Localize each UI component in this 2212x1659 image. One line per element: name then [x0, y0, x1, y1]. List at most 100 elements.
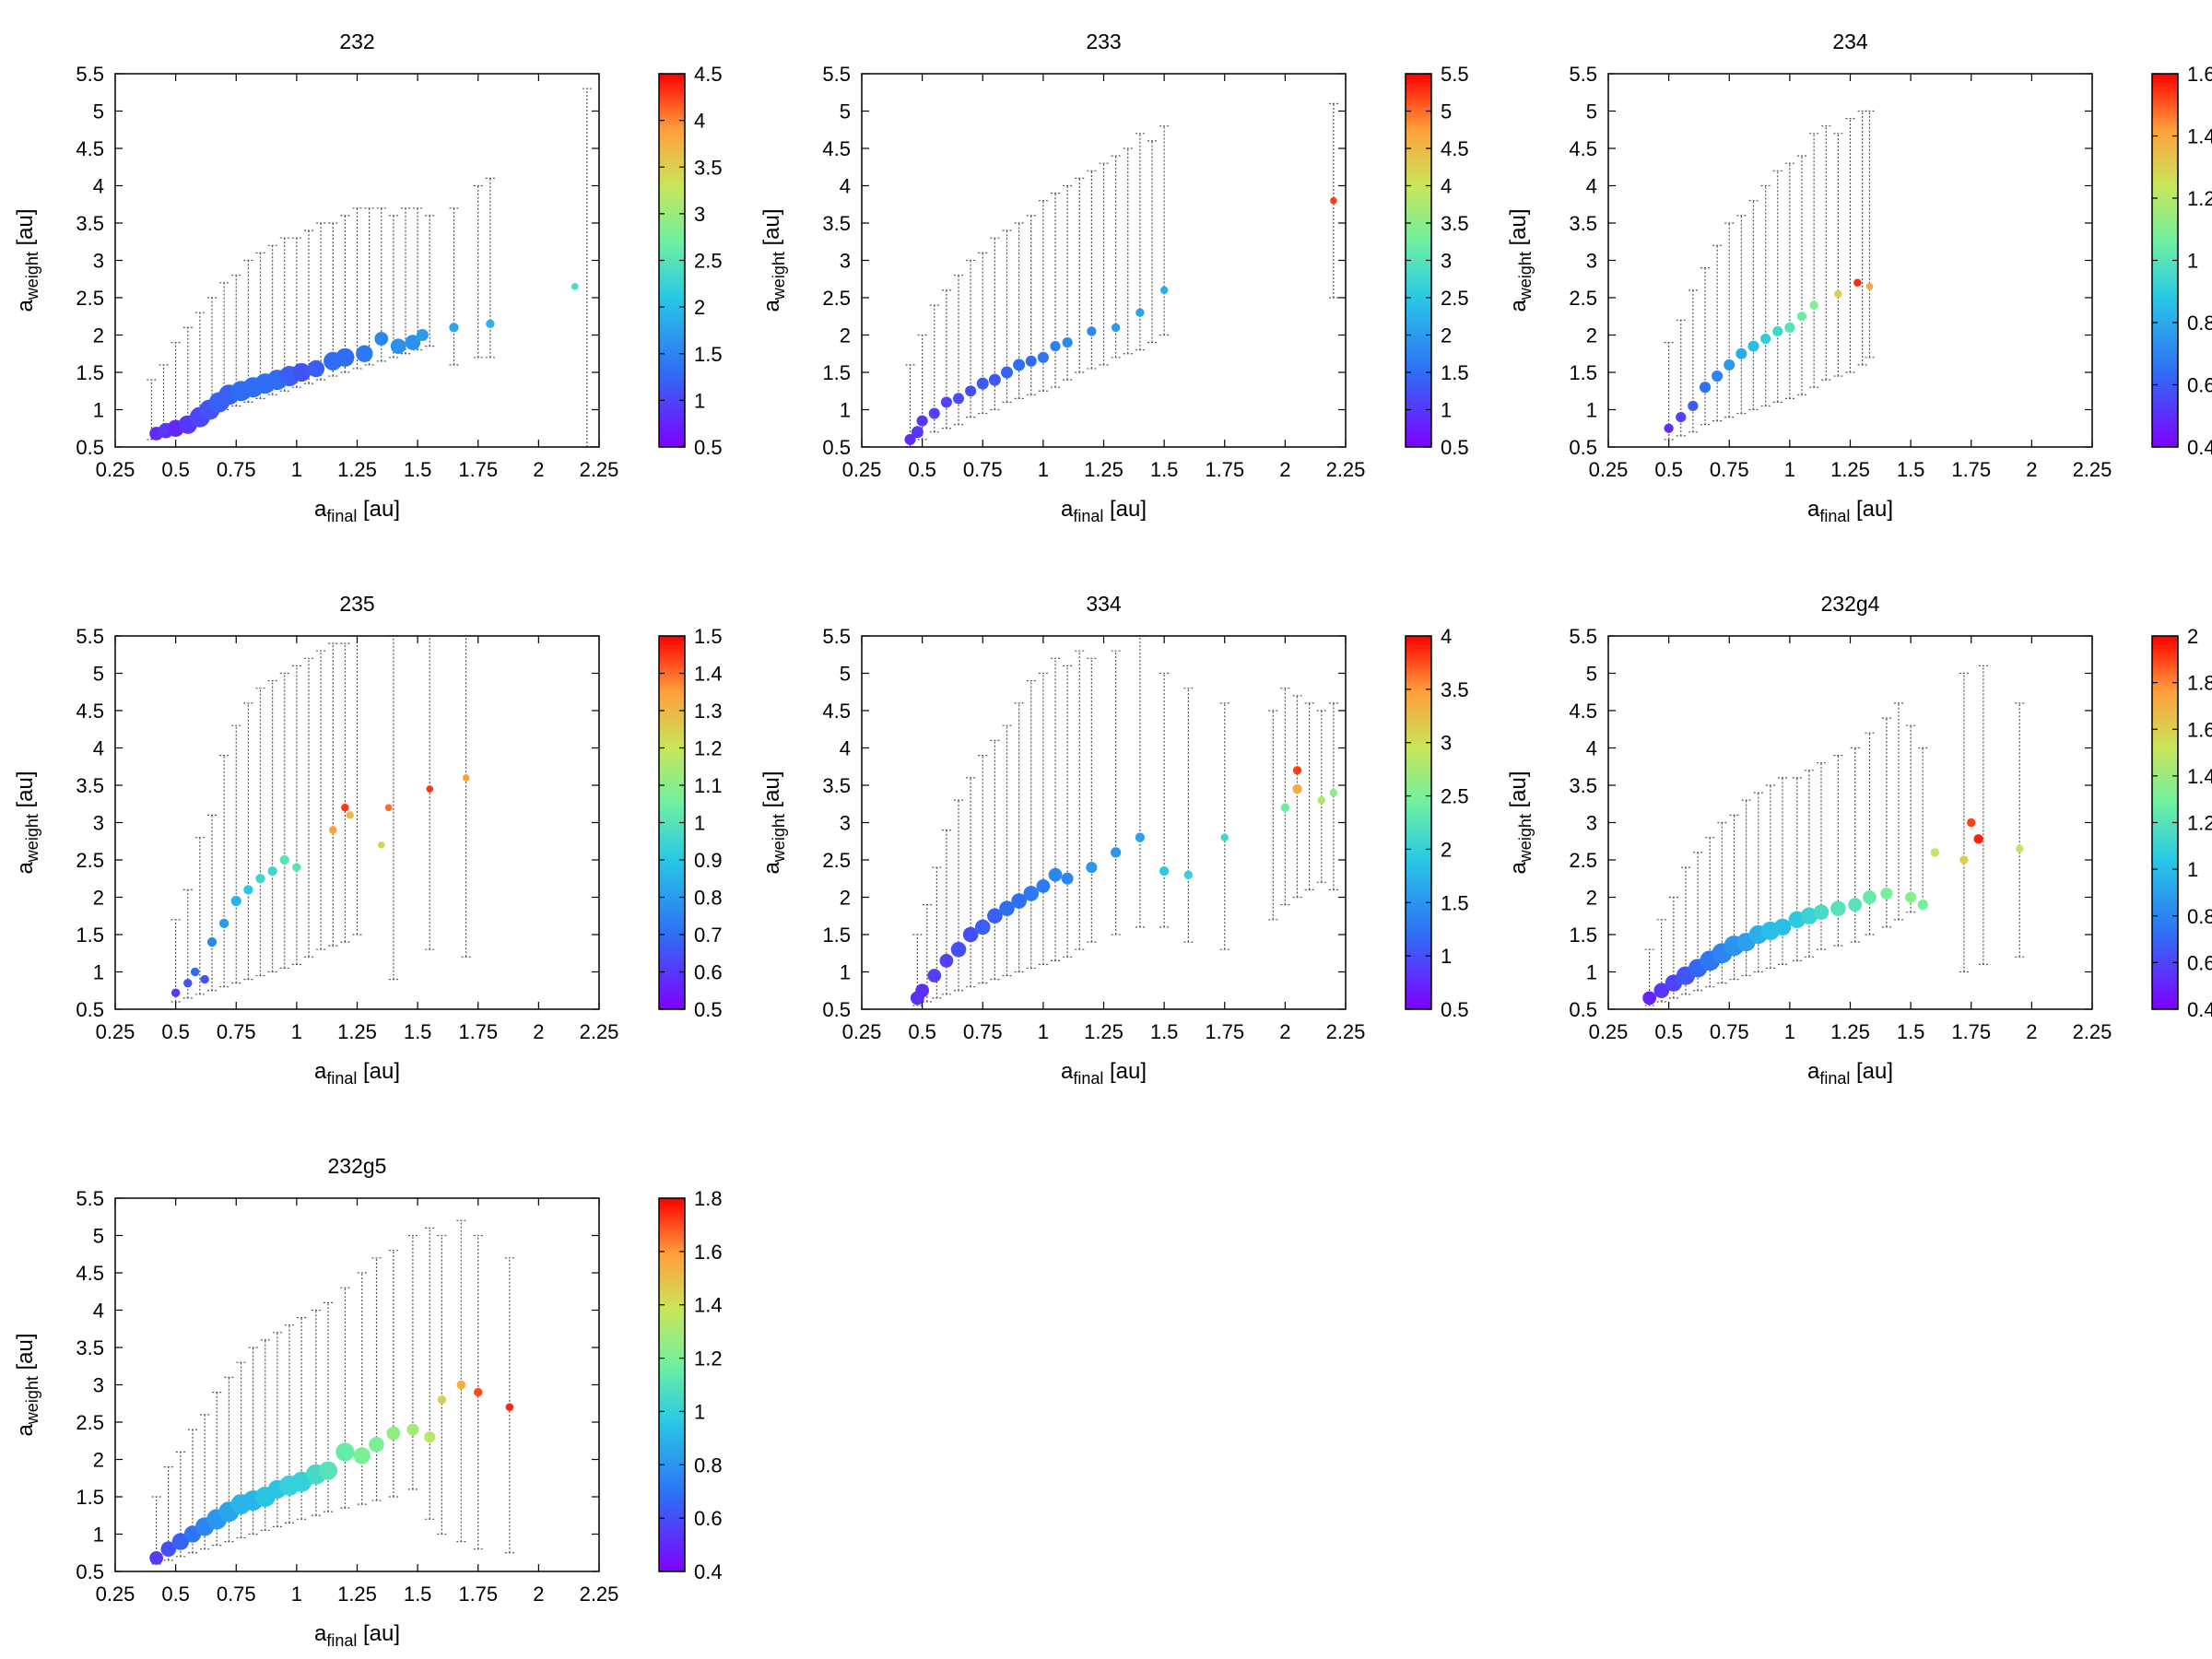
x-tick-label: 1.75: [1951, 458, 1991, 481]
data-point: [1712, 371, 1724, 382]
x-tick-label: 1.5: [404, 458, 432, 481]
colorbar-tick-label: 0.8: [2187, 312, 2212, 335]
x-tick-label: 0.25: [842, 458, 882, 481]
y-tick-label: 4.5: [76, 700, 104, 723]
y-axis-label: aweight [au]: [13, 771, 41, 874]
data-points: [149, 1380, 514, 1565]
data-point: [255, 874, 265, 884]
y-tick-label: 4.5: [76, 137, 104, 160]
colorbar: 0.4 0.6 0.8 1 1.2 1.4 1.6 1.8 2: [2151, 625, 2212, 1021]
data-point: [965, 385, 977, 397]
x-tick-label: 0.25: [842, 1020, 882, 1043]
data-point: [1087, 326, 1097, 336]
colorbar-tick-label: 4: [694, 110, 705, 133]
data-point: [1329, 788, 1338, 797]
x-tick-label: 2.25: [580, 1583, 619, 1606]
y-tick-label: 5: [840, 100, 851, 124]
colorbar-tick-label: 0.5: [694, 436, 723, 459]
x-tick-label: 0.75: [963, 1020, 1003, 1043]
y-tick-label: 3: [93, 1374, 104, 1397]
colorbar-tick-label: 3.5: [1441, 678, 1469, 701]
data-point: [1773, 918, 1792, 936]
x-tick-label: 1.75: [1205, 458, 1244, 481]
x-tick-label: 1.75: [458, 1583, 498, 1606]
y-axis-label: aweight [au]: [1506, 208, 1535, 312]
data-point: [449, 323, 459, 333]
colorbar-tick-label: 0.8: [694, 1453, 723, 1477]
data-point: [1023, 886, 1040, 901]
data-points: [149, 283, 579, 441]
data-point: [1853, 278, 1862, 288]
errorbars: [147, 88, 592, 448]
x-tick-label: 1.25: [1830, 458, 1870, 481]
y-tick-label: 3: [93, 250, 104, 273]
data-point: [1317, 795, 1325, 805]
y-tick-label: 2: [93, 1449, 104, 1472]
colorbar-tick-label: 1.5: [694, 343, 723, 366]
colorbar: 0.5 1 1.5 2 2.5 3 3.5 4: [1405, 625, 1469, 1021]
colorbar-tick-label: 1.6: [2187, 718, 2212, 741]
colorbar: 0.5 1 1.5 2 2.5 3 3.5 4 4.5: [658, 63, 723, 459]
x-tick-label: 1.5: [1150, 458, 1179, 481]
colorbar-gradient: [1405, 635, 1432, 1010]
colorbar-tick-label: 1.5: [694, 625, 723, 648]
y-tick-label: 0.5: [822, 436, 851, 459]
data-point: [230, 895, 241, 907]
data-point: [1183, 870, 1194, 879]
data-point: [1772, 325, 1783, 337]
colorbar-tick-label: 1.4: [2187, 125, 2212, 148]
x-tick-label: 0.5: [161, 1020, 190, 1043]
data-point: [1973, 834, 1983, 844]
data-point: [1220, 833, 1229, 841]
y-tick-label: 0.5: [822, 998, 851, 1021]
y-tick-label: 4.5: [822, 137, 851, 160]
y-tick-label: 2: [93, 324, 104, 347]
x-tick-label: 1.25: [1084, 458, 1124, 481]
x-tick-label: 0.75: [1710, 458, 1749, 481]
data-point: [437, 1395, 447, 1405]
errorbars: [912, 635, 1338, 1006]
x-tick-label: 0.5: [1654, 458, 1683, 481]
x-axis-label: afinal [au]: [1061, 497, 1147, 525]
data-point: [386, 1426, 401, 1441]
y-tick-label: 5: [93, 1225, 104, 1248]
colorbar-tick-label: 3.5: [1441, 212, 1469, 235]
y-tick-label: 5: [1586, 100, 1597, 124]
y-tick-label: 4: [1586, 737, 1597, 760]
y-tick-label: 1: [93, 961, 104, 984]
errorbars: [171, 635, 471, 1003]
data-point: [335, 347, 355, 367]
colorbar-tick-label: 1.4: [694, 663, 723, 686]
y-tick-label: 5.5: [76, 625, 104, 648]
x-tick-label: 1: [291, 1020, 302, 1043]
x-tick-label: 0.5: [908, 458, 936, 481]
colorbar-tick-label: 1.2: [694, 1347, 723, 1371]
colorbar-tick-label: 2: [694, 296, 705, 319]
data-point: [1025, 355, 1037, 367]
data-point: [171, 988, 181, 997]
data-point: [1676, 412, 1687, 423]
x-tick-label: 0.25: [1589, 458, 1629, 481]
x-tick-label: 2: [1279, 458, 1290, 481]
x-axis-label: afinal [au]: [1807, 1059, 1893, 1088]
y-axis-label: aweight [au]: [759, 771, 788, 874]
data-point: [999, 900, 1015, 916]
data-point: [405, 335, 421, 350]
colorbar-tick-label: 1: [1441, 945, 1452, 968]
data-point: [267, 866, 277, 877]
data-point: [292, 362, 312, 382]
colorbar: 0.4 0.6 0.8 1 1.2 1.4 1.6 1.8: [658, 1187, 723, 1583]
data-point: [149, 1551, 164, 1565]
data-point: [1959, 855, 1969, 865]
y-tick-label: 5.5: [76, 1187, 104, 1210]
x-tick-label: 2.25: [580, 1020, 619, 1043]
x-axis-label: afinal [au]: [1807, 497, 1893, 525]
data-point: [1800, 907, 1818, 924]
colorbar-tick-label: 0.6: [694, 1507, 723, 1530]
data-point: [206, 936, 218, 947]
data-point: [1330, 196, 1337, 205]
data-point: [318, 1461, 338, 1480]
y-tick-label: 3.5: [1569, 774, 1597, 797]
colorbar-tick-label: 2.5: [694, 250, 723, 273]
